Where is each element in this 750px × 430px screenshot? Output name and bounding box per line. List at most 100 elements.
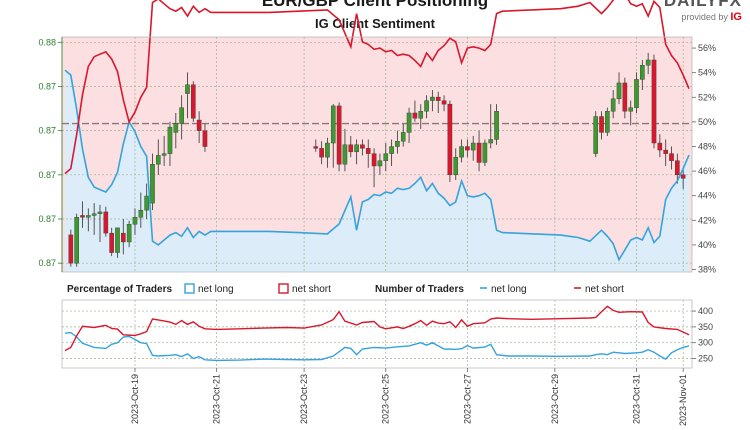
candle bbox=[622, 77, 628, 119]
traders-net-long-line bbox=[64, 331, 690, 362]
candle bbox=[109, 227, 114, 257]
percentage-axis: 56% 54% 52% 50% 48% 46% 44% 42% 40% 38% bbox=[692, 43, 716, 275]
candle bbox=[190, 81, 196, 122]
candle-body-up bbox=[132, 217, 138, 225]
candle-body-up bbox=[383, 153, 389, 161]
candle-body-down bbox=[365, 148, 371, 154]
price-tick-label: 0.87 bbox=[38, 170, 56, 180]
candle-body-up bbox=[395, 141, 400, 147]
candle-body-up bbox=[173, 123, 179, 133]
date-axis: 2023-Oct-19 2023-Oct-21 2023-Oct-23 2023-Oc… bbox=[130, 368, 688, 426]
candle-body-down bbox=[196, 119, 202, 131]
candle bbox=[680, 167, 686, 189]
candle-body-up bbox=[377, 160, 383, 167]
candle bbox=[202, 123, 208, 152]
candle-body-down bbox=[336, 105, 342, 165]
percentage-tick-label: 56% bbox=[698, 43, 716, 53]
candle-body-down bbox=[371, 153, 377, 167]
candle bbox=[348, 135, 354, 158]
candle bbox=[424, 95, 429, 119]
candle bbox=[360, 139, 365, 156]
candle bbox=[610, 90, 616, 119]
legend-pct-short-label: net short bbox=[292, 284, 331, 295]
candle-body-down bbox=[190, 84, 196, 119]
candle bbox=[453, 148, 459, 181]
candle bbox=[156, 139, 161, 175]
date-tick-label: 2023-Nov-01 bbox=[678, 374, 688, 426]
percentage-tick-label: 42% bbox=[698, 215, 716, 225]
candle bbox=[599, 111, 604, 140]
legend-pct-long-swatch bbox=[184, 283, 195, 294]
candle bbox=[657, 134, 663, 158]
candle bbox=[488, 104, 494, 149]
candle-body-down bbox=[476, 142, 482, 163]
candle bbox=[651, 54, 657, 149]
candle-body-down bbox=[80, 215, 85, 218]
candle bbox=[476, 130, 482, 172]
legend: Percentage of Traders net long net short… bbox=[67, 283, 624, 295]
candle-body-up bbox=[74, 217, 79, 264]
candle bbox=[342, 128, 348, 172]
candle bbox=[138, 192, 144, 228]
candle-body-up bbox=[150, 164, 155, 204]
candle-body-up bbox=[138, 209, 144, 218]
brand-block: DAILYFX provided by IG bbox=[664, 0, 742, 23]
candle-body-up bbox=[342, 144, 348, 165]
candle-body-down bbox=[651, 59, 657, 144]
date-tick-label: 2023-Oct-19 bbox=[130, 374, 140, 424]
candle bbox=[161, 135, 167, 166]
provided-by-text: provided by bbox=[681, 12, 728, 22]
percentage-tick-label: 40% bbox=[698, 240, 716, 250]
candle-body-up bbox=[593, 116, 598, 154]
candle-body-down bbox=[669, 153, 674, 161]
candle bbox=[616, 72, 622, 105]
candle bbox=[406, 107, 412, 144]
candle-body-down bbox=[622, 82, 628, 112]
traders-net-short-line bbox=[64, 305, 690, 352]
candle-body-down bbox=[663, 149, 668, 154]
bottom-gridlines bbox=[62, 300, 692, 368]
candle bbox=[74, 213, 79, 267]
candle bbox=[179, 95, 184, 140]
date-tick-label: 2023-Oct-21 bbox=[212, 374, 222, 424]
candle bbox=[628, 100, 633, 126]
candle-body-down bbox=[412, 112, 418, 119]
candle bbox=[459, 139, 464, 163]
candle bbox=[605, 107, 610, 136]
candle bbox=[418, 104, 424, 129]
price-axis: 0.88 0.87 0.87 0.87 0.87 0.87 bbox=[38, 37, 63, 272]
percentage-tick-label: 54% bbox=[698, 68, 716, 78]
candle bbox=[330, 104, 336, 168]
legend-num-long-label: net long bbox=[491, 284, 527, 295]
candle-body-up bbox=[616, 82, 622, 100]
candle-body-up bbox=[610, 98, 616, 112]
candle-body-up bbox=[325, 142, 330, 158]
candle bbox=[86, 208, 91, 232]
candle bbox=[325, 137, 330, 168]
candle-body-down bbox=[109, 232, 114, 253]
percentage-tick-label: 44% bbox=[698, 191, 716, 201]
candle bbox=[669, 146, 674, 170]
candle-body-up bbox=[640, 65, 645, 80]
candle-body-up bbox=[91, 213, 97, 216]
candle bbox=[482, 139, 488, 166]
candle-body-down bbox=[680, 174, 686, 179]
candle-body-down bbox=[313, 146, 319, 149]
candle bbox=[319, 141, 324, 165]
candle bbox=[185, 72, 190, 119]
candle-body-up bbox=[406, 112, 412, 133]
legend-pct-short-swatch bbox=[278, 283, 289, 294]
legend-percentage-title: Percentage of Traders bbox=[67, 284, 172, 295]
candle-body-up bbox=[185, 84, 190, 94]
candle-body-up bbox=[470, 142, 476, 151]
candle bbox=[470, 135, 476, 161]
candle bbox=[150, 153, 155, 211]
price-tick-label: 0.87 bbox=[38, 214, 56, 224]
date-tick-label: 2023-Oct-27 bbox=[462, 374, 472, 424]
candle bbox=[365, 139, 371, 168]
candle-body-up bbox=[389, 146, 394, 154]
candle bbox=[675, 153, 680, 184]
candle bbox=[173, 112, 179, 149]
candle-body-up bbox=[115, 227, 120, 253]
